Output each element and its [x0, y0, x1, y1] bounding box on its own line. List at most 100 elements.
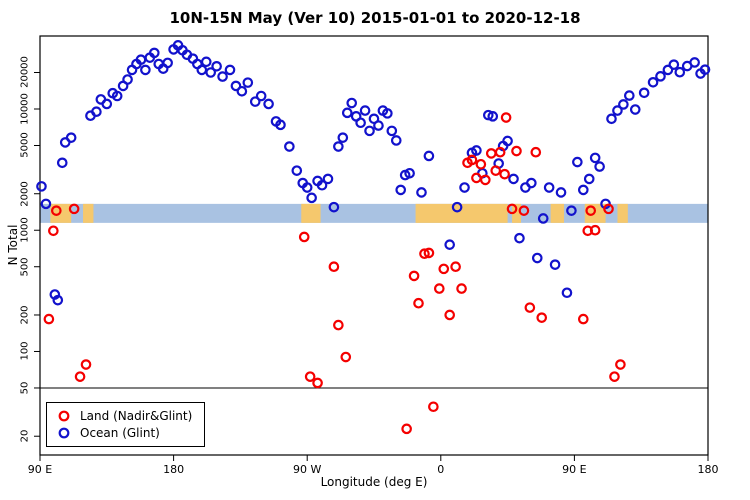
- data-point: [211, 60, 222, 72]
- data-point: [249, 96, 261, 107]
- data-point: [101, 98, 113, 110]
- data-point: [111, 90, 123, 102]
- y-tick-label: 5000: [19, 132, 31, 159]
- y-tick-label: 200: [19, 305, 31, 325]
- data-point: [578, 184, 589, 196]
- data-point: [536, 312, 548, 323]
- x-tick-label: 90 E: [27, 463, 53, 476]
- data-point: [36, 181, 47, 192]
- band-ocean: [40, 203, 708, 223]
- data-point: [364, 125, 375, 137]
- data-point: [585, 205, 597, 216]
- y-tick-label: 1000: [19, 217, 31, 243]
- data-point: [471, 172, 482, 184]
- data-point: [333, 319, 344, 331]
- data-point: [291, 165, 303, 176]
- data-point: [423, 247, 435, 259]
- data-point: [526, 177, 537, 189]
- y-tick-label: 500: [19, 257, 31, 277]
- data-point: [487, 111, 499, 122]
- data-point: [583, 173, 595, 185]
- data-point: [531, 252, 543, 264]
- data-point: [647, 77, 659, 88]
- data-point: [655, 71, 666, 82]
- data-point: [322, 173, 334, 185]
- x-axis-label: Longitude (deg E): [320, 475, 428, 489]
- data-point: [230, 80, 242, 92]
- chart-title: 10N-15N May (Ver 10) 2015-01-01 to 2020-…: [169, 9, 581, 27]
- data-point: [483, 109, 494, 121]
- data-point: [200, 56, 212, 68]
- data-point: [333, 141, 344, 152]
- data-point: [284, 141, 295, 152]
- data-point: [74, 371, 86, 382]
- y-tick-label: 2000: [19, 181, 31, 207]
- band-land-segment: [617, 203, 628, 223]
- data-point: [65, 132, 77, 143]
- data-point: [80, 359, 92, 370]
- data-point: [506, 203, 518, 215]
- data-point: [518, 205, 530, 216]
- data-point: [340, 351, 352, 363]
- band-land-segment: [550, 203, 565, 223]
- data-point: [149, 47, 160, 59]
- band-land-segment: [415, 203, 508, 223]
- data-point: [68, 203, 80, 215]
- data-point: [382, 108, 393, 119]
- data-point: [475, 158, 487, 170]
- data-point: [341, 107, 353, 119]
- data-point: [566, 205, 577, 216]
- data-point: [423, 150, 435, 162]
- data-point: [401, 423, 412, 435]
- data-point: [451, 201, 463, 213]
- data-point: [490, 165, 502, 176]
- data-point: [419, 248, 430, 260]
- legend-item-land: Land (Nadir&Glint): [56, 409, 192, 423]
- land-marker-icon: [58, 410, 70, 422]
- data-point: [668, 59, 680, 70]
- legend-item-ocean: Ocean (Glint): [56, 426, 192, 440]
- data-point: [205, 67, 217, 78]
- data-point: [275, 119, 286, 131]
- data-point: [674, 66, 686, 78]
- data-point: [444, 309, 456, 321]
- data-point: [466, 154, 478, 166]
- data-point: [355, 117, 366, 129]
- data-point: [428, 401, 439, 413]
- data-point: [359, 105, 371, 116]
- band-land-segment: [512, 203, 521, 223]
- data-point: [499, 168, 510, 180]
- data-point: [572, 156, 583, 168]
- data-point: [578, 313, 589, 325]
- x-tick-label: 180: [697, 463, 719, 476]
- x-tick-label: 0: [437, 463, 445, 476]
- data-point: [589, 224, 601, 236]
- data-point: [511, 145, 522, 157]
- data-point: [48, 225, 59, 237]
- data-point: [624, 90, 635, 101]
- x-tick-label: 180: [163, 463, 185, 476]
- data-point: [444, 239, 456, 250]
- data-point: [438, 263, 450, 275]
- data-point: [304, 371, 316, 382]
- data-point: [537, 213, 549, 224]
- data-point: [471, 145, 482, 156]
- data-point: [312, 377, 323, 389]
- data-point: [346, 97, 358, 109]
- data-point: [224, 64, 236, 76]
- data-point: [298, 231, 310, 243]
- data-point: [434, 283, 445, 294]
- data-point: [589, 152, 601, 164]
- data-point: [196, 64, 208, 76]
- data-point: [236, 85, 248, 97]
- data-point: [480, 174, 491, 186]
- band-land-segment: [83, 203, 94, 223]
- data-point: [408, 270, 420, 282]
- data-point: [524, 302, 536, 313]
- data-point: [51, 205, 62, 216]
- data-point: [40, 198, 52, 210]
- data-point: [456, 283, 467, 294]
- data-point: [618, 99, 629, 110]
- data-point: [508, 173, 519, 185]
